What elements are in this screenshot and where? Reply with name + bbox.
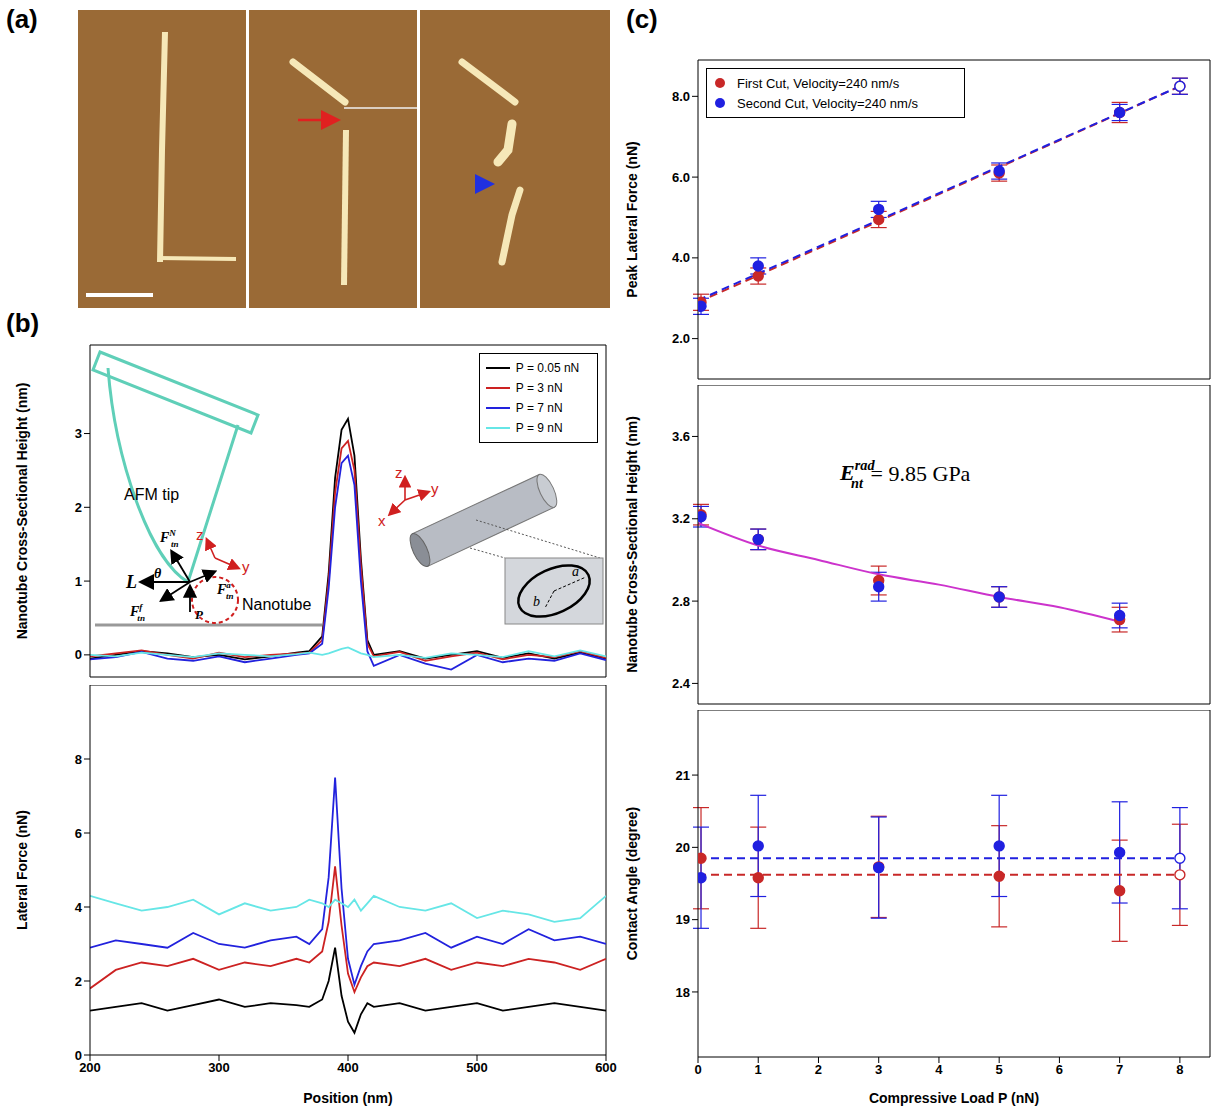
svg-text:2.0: 2.0 — [672, 331, 690, 346]
svg-text:8: 8 — [1176, 1062, 1183, 1077]
svg-text:5: 5 — [996, 1062, 1003, 1077]
html-text:(a): (a) — [6, 4, 38, 34]
html-text:P = 7 nN: P = 7 nN — [515, 401, 563, 415]
svg-text:6: 6 — [75, 826, 82, 841]
svg-text:600: 600 — [595, 1060, 617, 1075]
svg-text:3: 3 — [75, 426, 82, 441]
svg-text:0: 0 — [75, 647, 82, 662]
svg-text:2: 2 — [75, 974, 82, 989]
svg-text:18: 18 — [676, 985, 690, 1000]
svg-text:Eradnt= 9.85 GPa: Eradnt= 9.85 GPa — [839, 457, 971, 491]
svg-text:FNtn: FNtn — [159, 528, 179, 549]
svg-text:y: y — [431, 480, 439, 497]
svg-text:3.2: 3.2 — [672, 511, 690, 526]
svg-text:3.6: 3.6 — [672, 429, 690, 444]
svg-text:a: a — [572, 564, 579, 579]
svg-text:19: 19 — [676, 912, 690, 927]
html-text:P = 9 nN: P = 9 nN — [515, 421, 563, 435]
html-text:P = 3 nN: P = 3 nN — [515, 381, 563, 395]
svg-text:4.0: 4.0 — [672, 250, 690, 265]
svg-text:Fftn: Fftn — [129, 602, 145, 623]
svg-text:0: 0 — [694, 1062, 701, 1077]
svg-text:Compressive Load P (nN): Compressive Load P (nN) — [869, 1090, 1039, 1106]
html-text:(c): (c) — [626, 4, 658, 34]
svg-text:8: 8 — [75, 752, 82, 767]
svg-text:4: 4 — [75, 900, 83, 915]
svg-text:400: 400 — [337, 1060, 359, 1075]
svg-text:1: 1 — [75, 574, 82, 589]
svg-text:0: 0 — [75, 1048, 82, 1063]
svg-text:500: 500 — [466, 1060, 488, 1075]
svg-text:Position (nm): Position (nm) — [303, 1090, 392, 1106]
svg-text:7: 7 — [1116, 1062, 1123, 1077]
svg-text:b: b — [533, 594, 540, 609]
svg-text:300: 300 — [208, 1060, 230, 1075]
svg-text:2.8: 2.8 — [672, 594, 690, 609]
svg-text:8.0: 8.0 — [672, 89, 690, 104]
svg-text:z: z — [395, 464, 403, 481]
svg-text:21: 21 — [676, 768, 690, 783]
svg-text:Nanotube Cross-Sectional Heigh: Nanotube Cross-Sectional Height (nm) — [624, 416, 640, 673]
svg-text:200: 200 — [79, 1060, 101, 1075]
svg-text:θ: θ — [154, 566, 162, 581]
svg-text:Contact Angle (degree): Contact Angle (degree) — [624, 807, 640, 961]
svg-text:Nanotube Cross-Sectional Heigh: Nanotube Cross-Sectional Height (nm) — [14, 383, 30, 640]
svg-text:z: z — [196, 526, 204, 543]
svg-text:P: P — [195, 607, 204, 622]
svg-text:1: 1 — [755, 1062, 762, 1077]
html-text:P = 0.05 nN: P = 0.05 nN — [515, 361, 580, 375]
svg-text:y: y — [242, 558, 250, 575]
svg-text:2: 2 — [815, 1062, 822, 1077]
svg-text:4: 4 — [935, 1062, 943, 1077]
svg-text:x: x — [378, 512, 386, 529]
svg-text:20: 20 — [676, 840, 690, 855]
svg-text:Fatn: Fatn — [216, 580, 233, 601]
svg-text:Nanotube: Nanotube — [242, 596, 311, 613]
svg-text:Lateral Force (nN): Lateral Force (nN) — [14, 810, 30, 930]
svg-text:6.0: 6.0 — [672, 170, 690, 185]
svg-text:L: L — [125, 572, 137, 592]
html-text:Second Cut, Velocity=240 nm/s: Second Cut, Velocity=240 nm/s — [737, 95, 918, 111]
svg-text:6: 6 — [1056, 1062, 1063, 1077]
html-text:(b): (b) — [6, 308, 40, 338]
svg-text:2: 2 — [75, 500, 82, 515]
svg-text:2.4: 2.4 — [672, 676, 691, 691]
svg-text:Peak Lateral Force (nN): Peak Lateral Force (nN) — [624, 141, 640, 297]
html-text:First Cut, Velocity=240 nm/s: First Cut, Velocity=240 nm/s — [737, 75, 900, 91]
svg-text:AFM tip: AFM tip — [124, 486, 179, 503]
svg-text:3: 3 — [875, 1062, 882, 1077]
